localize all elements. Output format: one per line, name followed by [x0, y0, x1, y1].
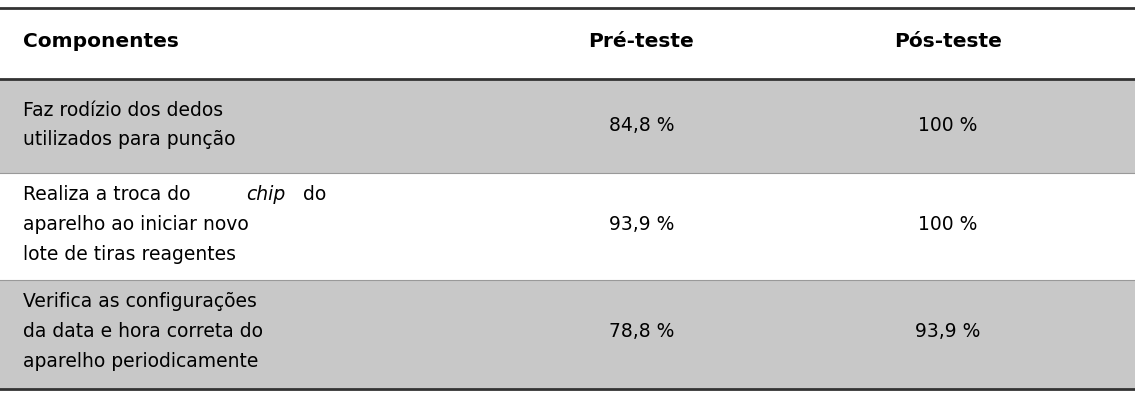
Text: 78,8 %: 78,8 %	[608, 322, 674, 341]
Text: chip: chip	[246, 185, 286, 204]
Text: utilizados para punção: utilizados para punção	[23, 131, 235, 149]
Text: 84,8 %: 84,8 %	[608, 116, 674, 135]
Text: 93,9 %: 93,9 %	[915, 322, 981, 341]
Text: Pós-teste: Pós-teste	[893, 32, 1002, 51]
Text: da data e hora correta do: da data e hora correta do	[23, 322, 262, 341]
Text: Pré-teste: Pré-teste	[588, 32, 695, 51]
Bar	[0, 8, 1135, 79]
Text: aparelho ao iniciar novo: aparelho ao iniciar novo	[23, 215, 249, 234]
Text: 100 %: 100 %	[918, 116, 977, 135]
Text: Realiza a troca do: Realiza a troca do	[23, 185, 196, 204]
Bar	[0, 79, 1135, 173]
Bar	[0, 173, 1135, 280]
Text: do: do	[297, 185, 327, 204]
Text: Componentes: Componentes	[23, 32, 178, 51]
Text: Faz rodízio dos dedos: Faz rodízio dos dedos	[23, 101, 222, 119]
Text: 93,9 %: 93,9 %	[608, 215, 674, 234]
Text: aparelho periodicamente: aparelho periodicamente	[23, 352, 258, 371]
Text: Verifica as configurações: Verifica as configurações	[23, 292, 257, 311]
Bar	[0, 280, 1135, 389]
Text: lote de tiras reagentes: lote de tiras reagentes	[23, 245, 236, 264]
Text: 100 %: 100 %	[918, 215, 977, 234]
